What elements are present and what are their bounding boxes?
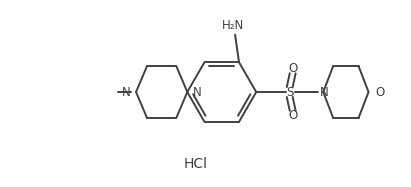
Text: O: O [375,85,385,99]
Text: S: S [286,85,293,99]
Text: O: O [288,109,297,122]
Text: H₂N: H₂N [222,19,244,32]
Text: N: N [121,85,130,99]
Text: O: O [288,62,297,75]
Text: N: N [193,85,202,99]
Text: HCl: HCl [183,157,207,171]
Text: N: N [320,85,328,99]
